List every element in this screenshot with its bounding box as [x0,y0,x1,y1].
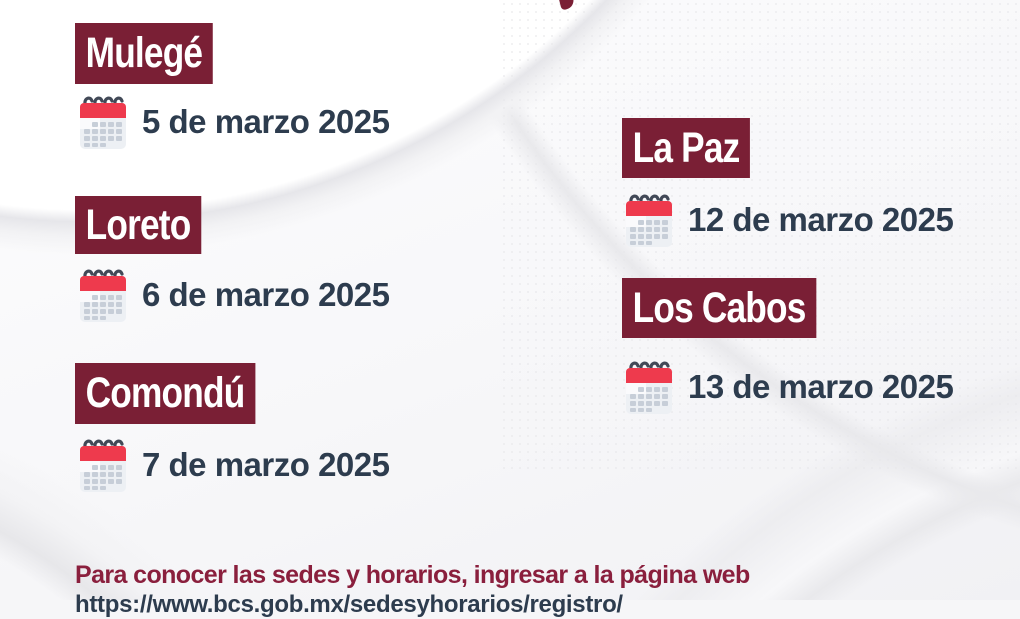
municipality-label: La Paz [632,123,741,172]
municipality-label: Loreto [85,200,192,249]
municipality-label: Mulegé [85,29,203,77]
municipality-label: Los Cabos [632,283,807,332]
date-row: 7 de marzo 2025 [78,438,390,492]
date-row: 6 de marzo 2025 [78,268,390,322]
event-date: 7 de marzo 2025 [142,446,390,483]
event-date: 6 de marzo 2025 [142,276,390,313]
municipality-heading: Los Cabos [622,278,817,338]
municipality-heading: Mulegé [75,23,213,84]
municipality-heading: La Paz [622,118,751,178]
event-date: 5 de marzo 2025 [142,103,390,140]
date-row: 12 de marzo 2025 [624,193,954,247]
municipality-heading: Comondú [75,363,256,424]
footer-url-clipped: https://www.bcs.gob.mx/sedesyhorarios/re… [75,591,623,618]
event-date: 12 de marzo 2025 [688,201,954,238]
calendar-icon [624,194,674,247]
municipality-heading: Loreto [75,196,202,254]
event-date: 13 de marzo 2025 [688,368,954,405]
footer-note: Para conocer las sedes y horarios, ingre… [75,561,750,589]
date-row: 13 de marzo 2025 [624,360,954,414]
calendar-icon [624,361,674,414]
calendar-icon [78,96,128,149]
calendar-icon [78,439,128,492]
municipality-label: Comondú [85,369,246,417]
background-dot-pattern [500,0,1020,470]
date-row: 5 de marzo 2025 [78,95,390,149]
calendar-icon [78,269,128,322]
